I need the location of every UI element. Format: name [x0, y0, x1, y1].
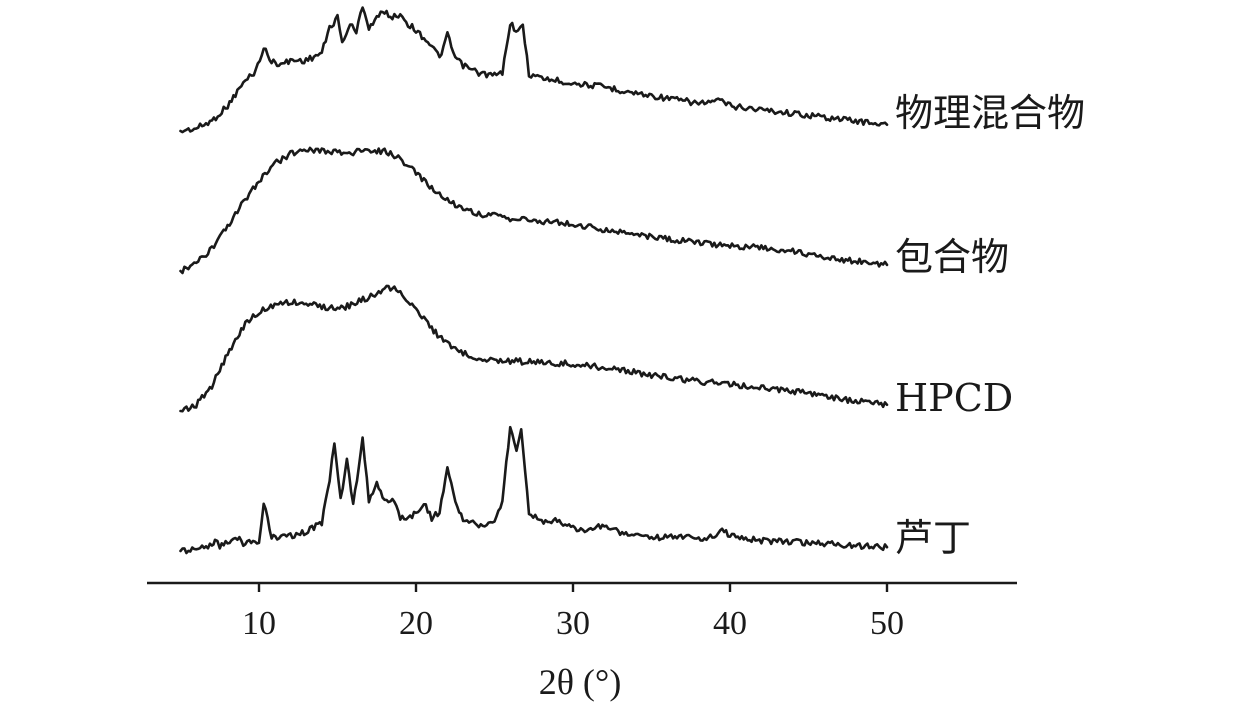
series-label-1: 物理混合物 — [895, 91, 1085, 135]
series-label-2: 包合物 — [895, 235, 1009, 279]
x-tick-label-50: 50 — [870, 605, 904, 642]
x-tick-label-10: 10 — [242, 605, 276, 642]
x-axis-title: 2θ (°) — [539, 662, 622, 702]
series-line-3 — [179, 284, 889, 413]
x-tick-label-30: 30 — [556, 605, 590, 642]
x-tick-layer: 10 20 30 40 50 — [242, 583, 904, 642]
series-label-3: HPCD — [895, 376, 1013, 420]
series-line-4 — [179, 425, 889, 555]
series-line-1 — [179, 6, 889, 134]
x-tick-label-20: 20 — [399, 605, 433, 642]
x-tick-label-40: 40 — [713, 605, 747, 642]
series-line-2 — [179, 146, 889, 275]
series-layer — [179, 6, 889, 555]
series-label-4: 芦丁 — [895, 516, 971, 560]
